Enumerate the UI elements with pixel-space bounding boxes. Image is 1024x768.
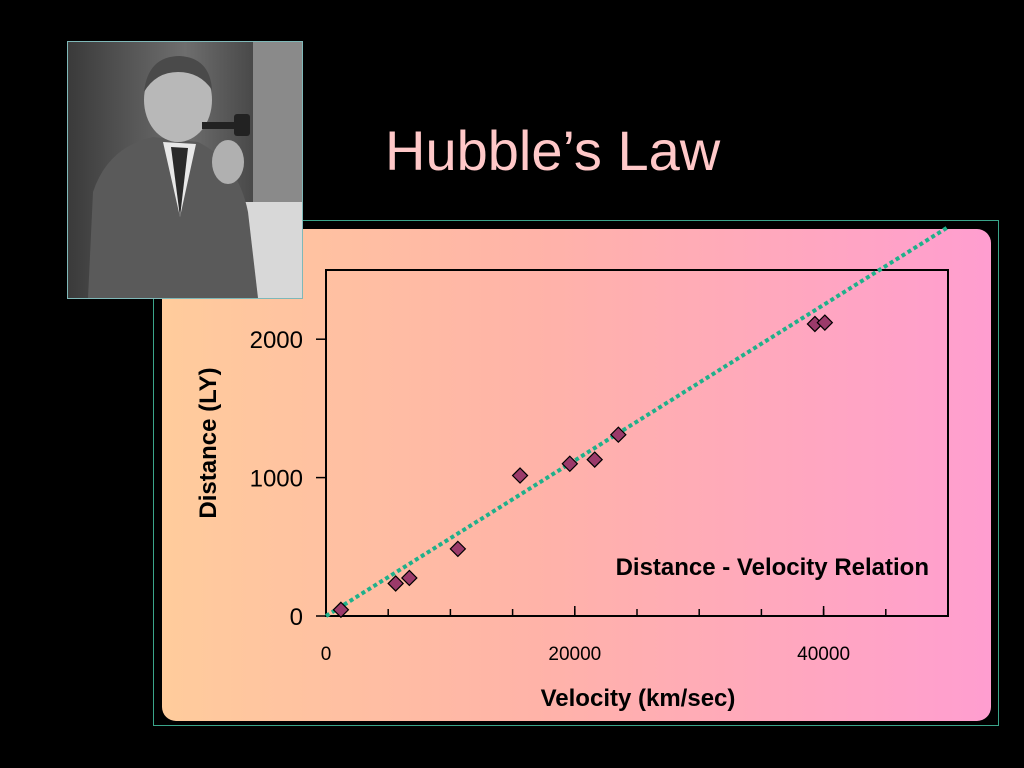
trendline (324, 225, 950, 618)
data-point (449, 540, 467, 558)
data-point (511, 467, 529, 484)
y-tick-label: 0 (290, 604, 303, 631)
data-point (561, 455, 579, 473)
chart-panel (162, 229, 991, 721)
data-point (387, 575, 405, 592)
y-tick-label: 2000 (250, 327, 303, 354)
data-point (332, 601, 350, 619)
chart-annotation: Distance - Velocity Relation (616, 554, 929, 581)
y-tick-label: 1000 (250, 466, 303, 493)
data-point (586, 451, 604, 468)
man-with-pipe-photo-icon (68, 42, 302, 298)
x-tick-label: 40000 (797, 644, 850, 665)
x-tick-label: 0 (321, 644, 332, 665)
slide-title: Hubble’s Law (385, 119, 721, 182)
x-axis-label: Velocity (km/sec) (541, 685, 736, 712)
portrait-photo (67, 41, 303, 299)
chart-frame (153, 220, 999, 726)
data-point (609, 426, 627, 444)
data-point (400, 569, 418, 587)
y-axis-label: Distance (LY) (195, 367, 222, 518)
x-tick-label: 20000 (548, 644, 601, 665)
data-point (816, 314, 834, 331)
